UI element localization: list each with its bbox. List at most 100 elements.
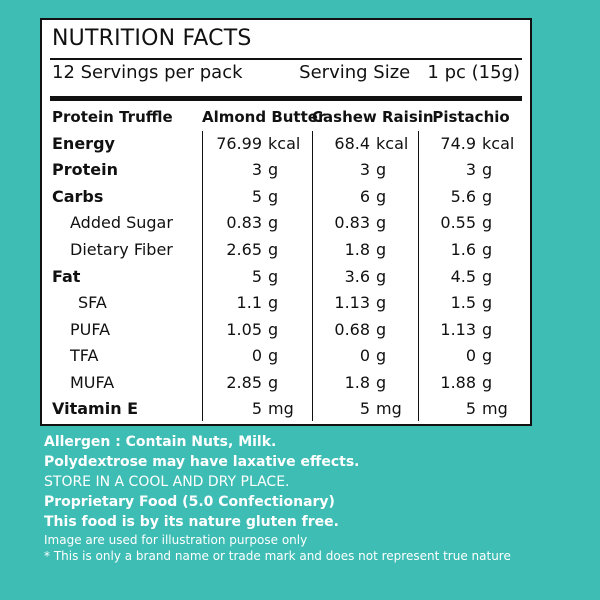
cell-value: 1.88 (417, 369, 483, 397)
cell-value: 1.13 (311, 290, 377, 317)
cell-unit: g (482, 239, 493, 259)
row-label: SFA (78, 293, 107, 313)
cell-value: 1.1 (201, 290, 268, 317)
image-disclaimer: Image are used for illustration purpose … (44, 533, 308, 547)
row-label: Dietary Fiber (70, 239, 173, 259)
row-label: Added Sugar (70, 213, 173, 233)
nutrition-table: Protein Truffle Almond Butter Cashew Rai… (52, 104, 524, 421)
table-row: Fat 5 g 3.6 g 4.5 g (52, 263, 524, 291)
table-row: Dietary Fiber 2.65 g 1.8 g 1.6 g (52, 236, 524, 264)
cell-unit: g (268, 239, 279, 259)
cell-unit: g (482, 160, 493, 180)
table-row: Vitamin E 5 mg 5 mg 5 mg (52, 396, 524, 421)
table-row: PUFA 1.05 g 0.68 g 1.13 g (52, 316, 524, 344)
cell-value: 1.6 (417, 236, 483, 264)
nutrition-facts-panel: NUTRITION FACTS 12 Servings per pack Ser… (40, 18, 532, 426)
storage-note: STORE IN A COOL AND DRY PLACE. (44, 474, 290, 490)
cell-value: 4.5 (417, 263, 483, 291)
cell-unit: kcal (482, 133, 515, 153)
cell-unit: g (376, 372, 387, 392)
cell-unit: g (376, 186, 387, 206)
cell-unit: g (482, 372, 493, 392)
cell-value: 0.83 (201, 210, 268, 237)
cell-value: 0 (201, 343, 268, 370)
title-divider (50, 58, 522, 60)
cell-unit: g (482, 319, 493, 339)
cell-unit: kcal (268, 133, 301, 153)
row-label: Vitamin E (52, 398, 139, 418)
cell-value: 5 (311, 396, 377, 421)
table-row: Carbs 5 g 6 g 5.6 g (52, 183, 524, 211)
cell-unit: g (376, 319, 387, 339)
cell-value: 0.55 (417, 210, 483, 237)
cell-unit: g (376, 239, 387, 259)
cell-value: 2.65 (201, 236, 268, 264)
cell-unit: g (376, 160, 387, 180)
allergen-note: Allergen : Contain Nuts, Milk. (44, 434, 277, 450)
thick-divider (50, 96, 522, 101)
cell-value: 6 (311, 183, 377, 211)
table-row: TFA 0 g 0 g 0 g (52, 343, 524, 370)
servings-per-pack: 12 Servings per pack (52, 62, 243, 83)
cell-value: 5 (201, 263, 268, 291)
row-label: Carbs (52, 186, 104, 206)
cell-unit: g (376, 293, 387, 313)
cell-unit: mg (376, 398, 402, 418)
column-header-almond-butter: Almond Butter (202, 108, 326, 126)
laxative-note: Polydextrose may have laxative effects. (44, 454, 360, 470)
cell-unit: g (482, 266, 493, 286)
cell-unit: g (482, 346, 493, 366)
cell-value: 1.05 (201, 316, 268, 344)
table-row: Protein 3 g 3 g 3 g (52, 157, 524, 184)
cell-unit: g (482, 213, 493, 233)
brand-disclaimer: * This is only a brand name or trade mar… (44, 549, 511, 563)
proprietary-note: Proprietary Food (5.0 Confectionary) (44, 494, 335, 510)
cell-value: 3 (311, 157, 377, 184)
cell-value: 5 (417, 396, 483, 421)
cell-unit: g (268, 293, 279, 313)
table-row: MUFA 2.85 g 1.8 g 1.88 g (52, 369, 524, 397)
cell-unit: mg (268, 398, 294, 418)
cell-value: 3.6 (311, 263, 377, 291)
cell-value: 1.8 (311, 236, 377, 264)
cell-value: 0 (417, 343, 483, 370)
row-label: PUFA (70, 319, 111, 339)
cell-unit: g (268, 213, 279, 233)
cell-unit: g (268, 372, 279, 392)
cell-unit: kcal (376, 133, 409, 153)
table-row: SFA 1.1 g 1.13 g 1.5 g (52, 290, 524, 317)
column-header-pistachio: Pistachio (432, 108, 510, 126)
table-row: Added Sugar 0.83 g 0.83 g 0.55 g (52, 210, 524, 237)
cell-value: 76.99 (201, 130, 268, 158)
cell-unit: g (268, 266, 279, 286)
table-row: Energy 76.99 kcal 68.4 kcal 74.9 kcal (52, 130, 524, 158)
cell-value: 2.85 (201, 369, 268, 397)
nutrition-facts-title: NUTRITION FACTS (52, 26, 252, 51)
cell-value: 3 (417, 157, 483, 184)
cell-value: 5.6 (417, 183, 483, 211)
cell-unit: g (482, 186, 493, 206)
serving-info: 12 Servings per pack Serving Size 1 pc (… (52, 62, 520, 88)
cell-unit: g (376, 213, 387, 233)
row-label: Energy (52, 133, 115, 153)
table-header-row: Protein Truffle Almond Butter Cashew Rai… (52, 104, 524, 131)
cell-value: 1.13 (417, 316, 483, 344)
cell-value: 1.5 (417, 290, 483, 317)
cell-value: 68.4 (311, 130, 377, 158)
gluten-note: This food is by its nature gluten free. (44, 514, 339, 530)
cell-unit: g (376, 346, 387, 366)
cell-value: 74.9 (417, 130, 483, 158)
cell-value: 0 (311, 343, 377, 370)
cell-value: 5 (201, 396, 268, 421)
cell-value: 5 (201, 183, 268, 211)
cell-unit: g (268, 319, 279, 339)
product-name-header: Protein Truffle (52, 108, 173, 126)
cell-value: 3 (201, 157, 268, 184)
cell-unit: g (268, 346, 279, 366)
row-label: TFA (70, 346, 99, 366)
label-footer: Allergen : Contain Nuts, Milk. Polydextr… (44, 432, 584, 564)
cell-value: 0.83 (311, 210, 377, 237)
cell-value: 1.8 (311, 369, 377, 397)
cell-value: 0.68 (311, 316, 377, 344)
cell-unit: g (482, 293, 493, 313)
